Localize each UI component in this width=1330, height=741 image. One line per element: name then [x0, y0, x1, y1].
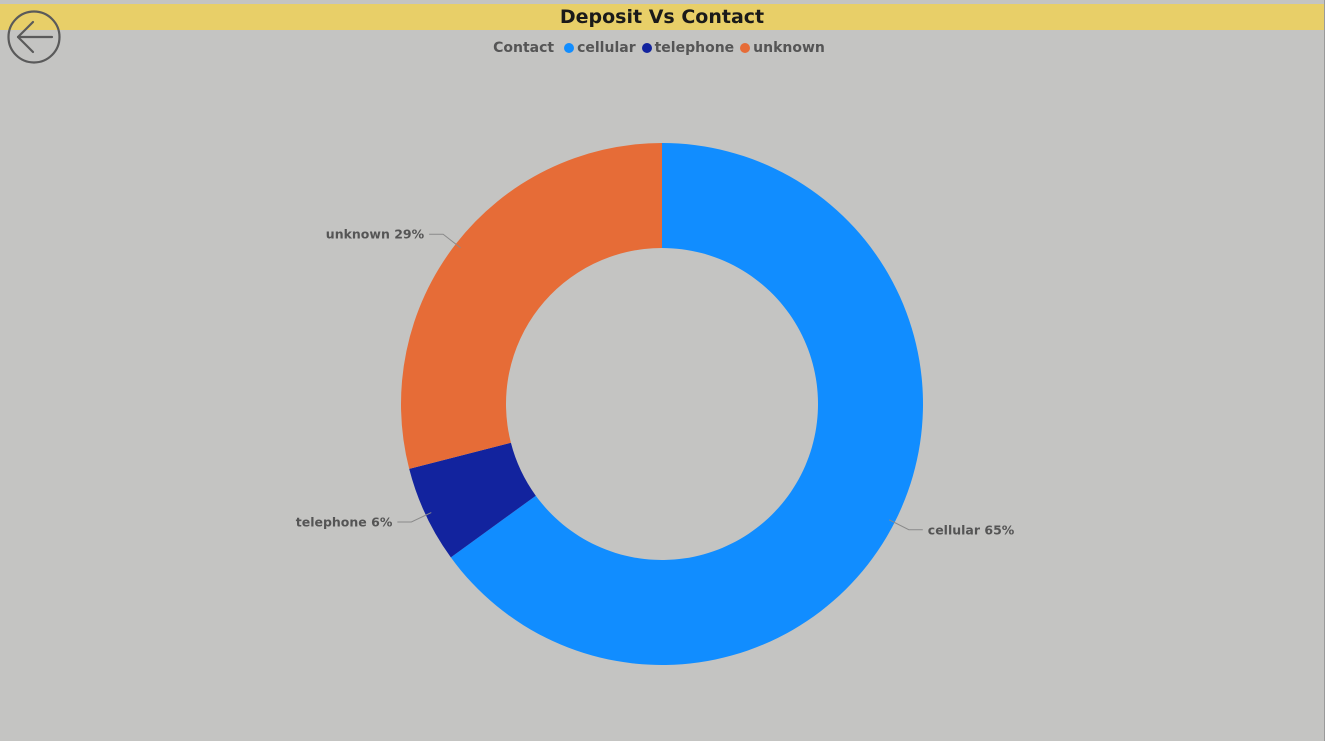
back-button[interactable] [6, 9, 62, 65]
data-label-telephone: telephone 6% [296, 514, 393, 529]
page-edge [1324, 0, 1330, 741]
legend-item-telephone[interactable]: telephone [641, 40, 735, 56]
title-bar: Deposit Vs Contact [0, 4, 1324, 30]
data-label-cellular: cellular 65% [928, 522, 1015, 537]
leader-line-cellular [888, 519, 923, 531]
legend-dot-unknown [740, 43, 751, 53]
donut-slice-unknown[interactable] [400, 143, 662, 469]
legend-item-cellular[interactable]: cellular [564, 40, 636, 56]
leader-line-unknown [429, 233, 461, 249]
legend: Contact cellular telephone unknown [0, 40, 1324, 56]
legend-label-unknown: unknown [753, 40, 825, 56]
data-label-unknown: unknown 29% [326, 227, 425, 242]
legend-dot-telephone [641, 43, 652, 53]
page-edge-line [1324, 0, 1325, 741]
legend-label-telephone: telephone [654, 40, 735, 56]
legend-item-unknown[interactable]: unknown [740, 40, 825, 56]
legend-label-cellular: cellular [577, 40, 636, 56]
donut-slice-cellular[interactable] [450, 143, 923, 665]
leader-line-telephone [397, 512, 432, 523]
legend-title: Contact [493, 40, 555, 56]
legend-dot-cellular [564, 43, 575, 53]
chart-title: Deposit Vs Contact [559, 6, 765, 28]
donut-slice-telephone[interactable] [409, 442, 536, 558]
arrow-left-icon [7, 10, 61, 64]
